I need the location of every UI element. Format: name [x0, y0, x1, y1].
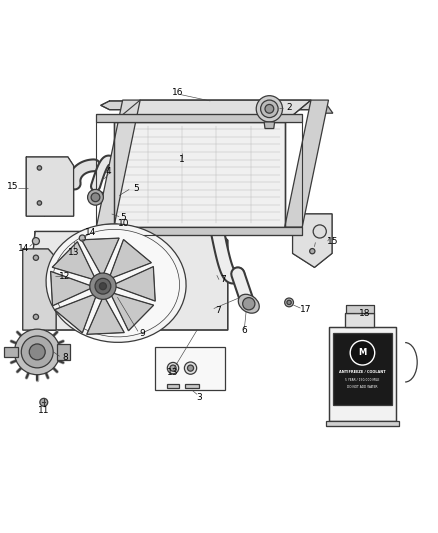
- Circle shape: [285, 298, 293, 307]
- Circle shape: [33, 314, 39, 319]
- Circle shape: [37, 166, 42, 170]
- Polygon shape: [23, 249, 56, 330]
- Text: 14: 14: [85, 228, 97, 237]
- Polygon shape: [134, 101, 147, 110]
- Polygon shape: [54, 294, 96, 333]
- Text: 6: 6: [241, 326, 247, 335]
- Circle shape: [170, 365, 176, 371]
- Circle shape: [14, 329, 60, 375]
- Polygon shape: [169, 101, 182, 110]
- Circle shape: [37, 201, 42, 205]
- Text: 17: 17: [300, 305, 311, 314]
- Circle shape: [99, 282, 106, 290]
- Text: 7: 7: [215, 306, 221, 315]
- Circle shape: [90, 273, 116, 300]
- Circle shape: [21, 336, 53, 368]
- Circle shape: [256, 96, 283, 122]
- Circle shape: [40, 398, 48, 406]
- Ellipse shape: [53, 229, 180, 337]
- Text: 7: 7: [220, 275, 226, 284]
- Polygon shape: [81, 238, 119, 276]
- Polygon shape: [328, 327, 396, 421]
- Polygon shape: [51, 271, 92, 306]
- Polygon shape: [283, 101, 296, 110]
- Text: M: M: [358, 348, 367, 357]
- Circle shape: [95, 278, 111, 294]
- Polygon shape: [96, 114, 302, 122]
- Circle shape: [350, 341, 374, 365]
- FancyBboxPatch shape: [155, 347, 225, 390]
- Polygon shape: [57, 344, 70, 360]
- Circle shape: [33, 255, 39, 260]
- Text: 18: 18: [359, 309, 370, 318]
- Circle shape: [187, 365, 194, 371]
- Polygon shape: [326, 421, 399, 426]
- Circle shape: [265, 104, 274, 113]
- Circle shape: [32, 238, 39, 245]
- Text: 5: 5: [133, 184, 139, 193]
- Polygon shape: [345, 313, 374, 327]
- Text: 2: 2: [286, 103, 292, 112]
- Circle shape: [184, 362, 197, 374]
- Text: 4: 4: [106, 166, 111, 175]
- Text: 3: 3: [196, 392, 202, 401]
- Circle shape: [310, 248, 315, 254]
- Polygon shape: [247, 101, 261, 110]
- Text: 13: 13: [68, 248, 79, 257]
- Text: 11: 11: [38, 406, 49, 415]
- Text: 10: 10: [118, 219, 129, 228]
- Text: 5 YEAR / 150,000 MILE: 5 YEAR / 150,000 MILE: [345, 378, 380, 382]
- Text: 12: 12: [59, 272, 71, 281]
- Circle shape: [287, 300, 291, 304]
- Polygon shape: [293, 214, 332, 268]
- Circle shape: [243, 297, 255, 310]
- Circle shape: [313, 225, 326, 238]
- Polygon shape: [264, 122, 275, 128]
- Text: 8: 8: [62, 353, 68, 362]
- Circle shape: [88, 189, 103, 205]
- Polygon shape: [333, 333, 392, 405]
- Circle shape: [79, 235, 85, 241]
- Text: 13: 13: [167, 368, 179, 377]
- Polygon shape: [26, 231, 228, 330]
- Text: DO NOT ADD WATER: DO NOT ADD WATER: [347, 384, 378, 389]
- Polygon shape: [114, 266, 155, 301]
- Polygon shape: [101, 101, 324, 110]
- Circle shape: [261, 100, 278, 118]
- Polygon shape: [167, 384, 179, 388]
- Text: 5: 5: [120, 213, 127, 222]
- Polygon shape: [114, 100, 311, 122]
- Polygon shape: [96, 227, 302, 235]
- Ellipse shape: [238, 294, 259, 313]
- Circle shape: [167, 362, 179, 374]
- Polygon shape: [52, 241, 95, 280]
- Polygon shape: [26, 157, 74, 216]
- Text: 16: 16: [172, 88, 183, 97]
- Polygon shape: [96, 100, 140, 227]
- Polygon shape: [346, 305, 374, 313]
- Polygon shape: [212, 101, 226, 110]
- Text: 14: 14: [18, 245, 30, 254]
- Polygon shape: [185, 384, 199, 388]
- Text: 1: 1: [179, 155, 185, 164]
- Circle shape: [29, 344, 45, 360]
- Circle shape: [91, 193, 100, 201]
- Polygon shape: [87, 297, 124, 334]
- Text: 15: 15: [327, 237, 339, 246]
- Ellipse shape: [46, 224, 186, 342]
- Text: ANTIFREEZE / COOLANT: ANTIFREEZE / COOLANT: [339, 370, 386, 375]
- Text: 9: 9: [139, 328, 145, 337]
- Polygon shape: [285, 100, 328, 227]
- Polygon shape: [4, 346, 18, 357]
- Text: 15: 15: [7, 182, 19, 191]
- Polygon shape: [114, 122, 285, 227]
- Polygon shape: [111, 293, 154, 331]
- Polygon shape: [110, 239, 152, 278]
- Polygon shape: [311, 101, 333, 113]
